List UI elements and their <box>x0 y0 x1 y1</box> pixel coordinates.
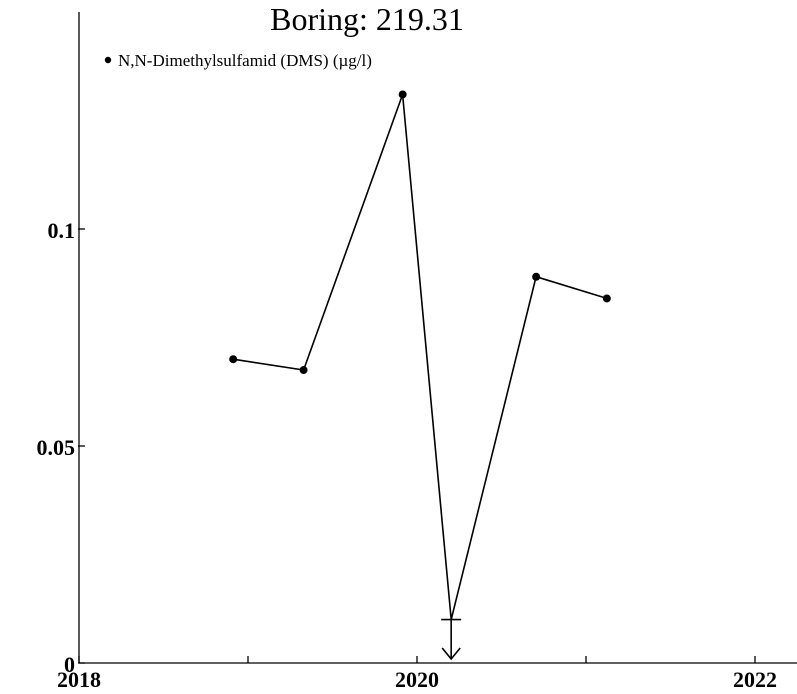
data-point <box>229 355 238 364</box>
x-tick-label: 2018 <box>57 667 101 692</box>
data-point <box>602 294 611 303</box>
data-point <box>532 272 541 281</box>
y-ticks: 0 0.05 0.1 <box>37 218 85 677</box>
series-line <box>233 94 608 620</box>
legend-marker <box>104 56 112 64</box>
legend-label: N,N-Dimethylsulfamid (DMS) (µg/l) <box>118 51 372 70</box>
x-tick-label: 2020 <box>395 667 439 692</box>
y-tick-label: 0.1 <box>48 218 76 243</box>
chart-title: Boring: 219.31 <box>270 1 464 37</box>
x-ticks: 2018 2020 2022 <box>57 656 777 692</box>
series-group <box>229 90 611 661</box>
x-tick-label: 2022 <box>733 667 777 692</box>
y-tick-label: 0.05 <box>37 435 76 460</box>
data-point <box>299 366 308 375</box>
y-tick-label: 0 <box>64 652 75 677</box>
data-point <box>398 90 407 99</box>
detection-limit-marker <box>441 618 462 661</box>
legend: N,N-Dimethylsulfamid (DMS) (µg/l) <box>104 51 372 70</box>
